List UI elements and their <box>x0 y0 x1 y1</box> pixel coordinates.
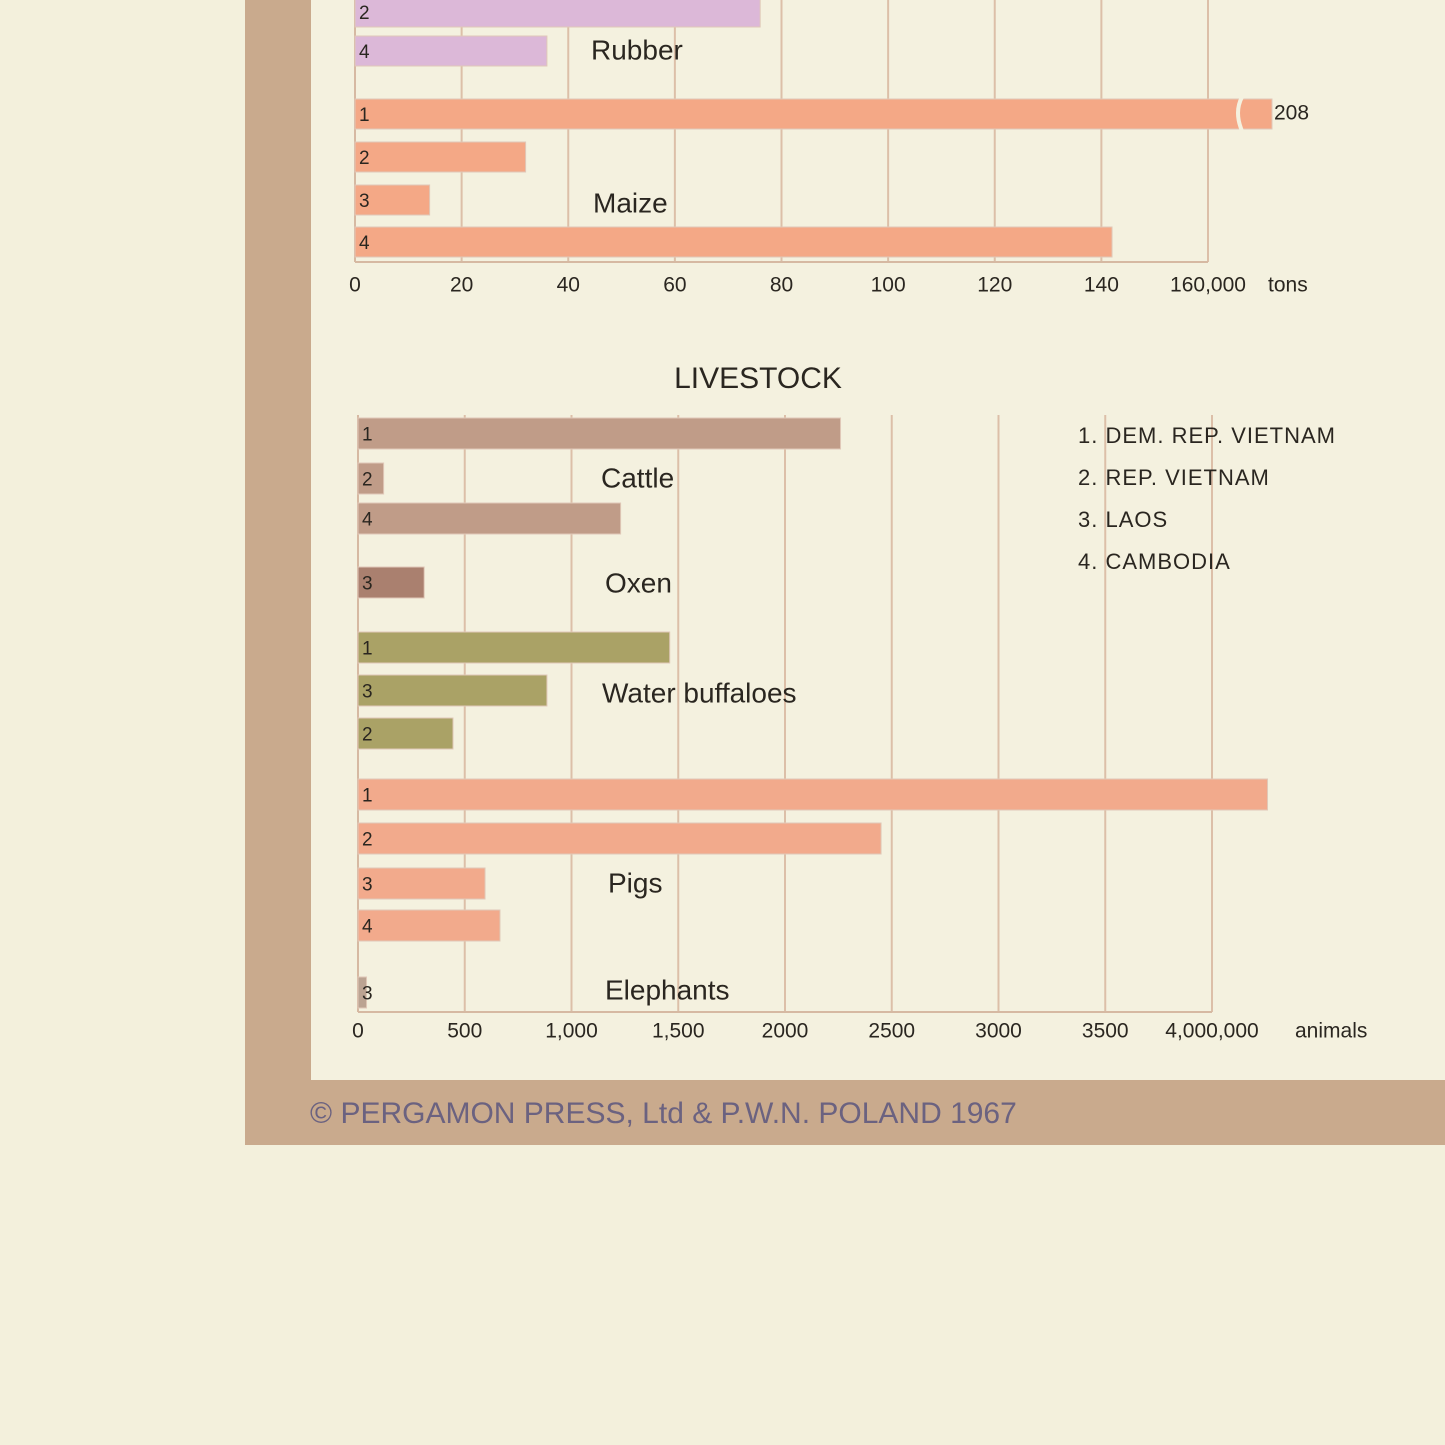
bar-label: 2 <box>362 470 373 491</box>
x-axis-label: tons <box>1268 274 1308 297</box>
x-tick-label: 80 <box>770 274 793 297</box>
bar-label: 1 <box>362 786 373 807</box>
border-bottom <box>245 1080 1445 1145</box>
bar <box>354 141 527 173</box>
bar-break <box>1236 96 1244 132</box>
bar <box>357 867 486 900</box>
x-tick-label: 3000 <box>975 1020 1022 1043</box>
x-tick-label: 40 <box>557 274 580 297</box>
bar <box>354 226 1113 258</box>
bar <box>354 184 431 216</box>
x-tick-label: 4,000,000 <box>1165 1020 1258 1043</box>
bar <box>354 0 761 28</box>
bar-label: 1 <box>362 639 373 660</box>
bar-label: 4 <box>359 233 370 254</box>
legend-entry: 4. CAMBODIA <box>1078 549 1231 574</box>
bar <box>357 566 425 599</box>
bar-label: 3 <box>362 574 373 595</box>
x-tick-label: 20 <box>450 274 473 297</box>
bar <box>357 778 1269 811</box>
bar <box>357 417 842 450</box>
legend-entry: 1. DEM. REP. VIETNAM <box>1078 423 1336 448</box>
group-label: Water buffaloes <box>602 677 797 708</box>
bar <box>357 502 622 535</box>
x-tick-label: 100 <box>871 274 906 297</box>
bar <box>357 462 385 495</box>
legend-entry: 2. REP. VIETNAM <box>1078 465 1270 490</box>
group-label: Rubber <box>591 34 683 65</box>
bar <box>357 909 501 942</box>
bar-label: 2 <box>362 725 373 746</box>
x-tick-label: 1,500 <box>652 1020 705 1043</box>
x-tick-label: 500 <box>447 1020 482 1043</box>
bar <box>357 674 548 707</box>
chart-title: LIVESTOCK <box>674 362 842 395</box>
value-label: 208 <box>1274 102 1309 125</box>
bar-label: 4 <box>359 42 370 63</box>
group-label: Oxen <box>605 567 672 598</box>
bar-label: 1 <box>359 105 370 126</box>
border-left <box>245 0 311 1145</box>
bar <box>354 98 1273 130</box>
x-tick-label: 2500 <box>868 1020 915 1043</box>
bar-label: 4 <box>362 510 373 531</box>
x-tick-label: 3500 <box>1082 1020 1129 1043</box>
x-tick-label: 140 <box>1084 274 1119 297</box>
x-tick-label: 2000 <box>762 1020 809 1043</box>
bar-label: 4 <box>362 917 373 938</box>
group-label: Pigs <box>608 867 662 898</box>
legend-entry: 3. LAOS <box>1078 507 1168 532</box>
bar <box>354 35 548 67</box>
bar <box>357 631 671 664</box>
group-label: Cattle <box>601 462 674 493</box>
chart-panel <box>311 0 1445 1080</box>
footer: © PERGAMON PRESS, Ltd & P.W.N. POLAND 19… <box>310 1097 1017 1130</box>
bar-label: 1 <box>362 425 373 446</box>
bar-label: 3 <box>362 875 373 896</box>
x-tick-label: 120 <box>977 274 1012 297</box>
group-label: Elephants <box>605 974 730 1005</box>
bar <box>357 717 454 750</box>
x-tick-label: 1,000 <box>545 1020 598 1043</box>
bar-label: 3 <box>359 191 370 212</box>
x-tick-label: 0 <box>349 274 361 297</box>
bar-label: 2 <box>359 3 370 24</box>
x-tick-label: 0 <box>352 1020 364 1043</box>
bar <box>357 976 368 1009</box>
x-tick-label: 60 <box>663 274 686 297</box>
bar-label: 3 <box>362 984 373 1005</box>
bar <box>357 822 882 855</box>
group-label: Maize <box>593 187 668 218</box>
bar-label: 3 <box>362 682 373 703</box>
x-tick-label: 160,000 <box>1170 274 1246 297</box>
bar-label: 2 <box>362 830 373 851</box>
bar-label: 2 <box>359 148 370 169</box>
x-axis-label: animals <box>1295 1020 1367 1043</box>
